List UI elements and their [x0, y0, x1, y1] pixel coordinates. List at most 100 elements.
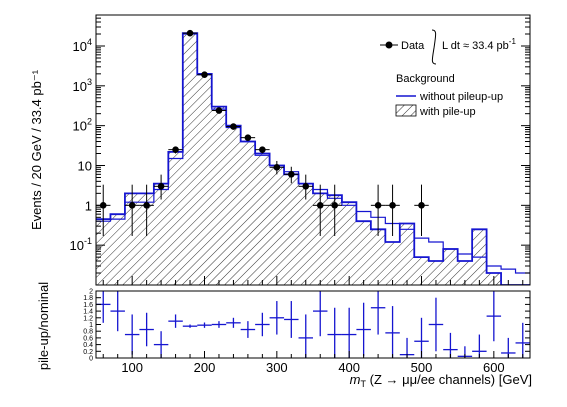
- ratio-point: [428, 297, 444, 352]
- ratio-point: [226, 317, 241, 328]
- ratio-point: [370, 291, 386, 335]
- data-point: [327, 184, 342, 236]
- data-point: [153, 174, 169, 200]
- ratio-point: [110, 291, 125, 332]
- ratio-point: [255, 312, 270, 337]
- ratio-point: [240, 321, 256, 338]
- data-point: [240, 134, 256, 141]
- data-point: [139, 184, 154, 236]
- ratio-point: [327, 307, 342, 358]
- x-tick-label: 600: [483, 360, 505, 375]
- data-point: [370, 184, 386, 236]
- main-y-axis-label: Events / 20 GeV / 33.4 pb⁻¹: [29, 69, 44, 230]
- ratio-point: [182, 324, 198, 328]
- main-y-tick-label: 1: [85, 198, 92, 213]
- legend-data-marker: [385, 41, 393, 49]
- legend-line-label: without pileup-up: [419, 91, 503, 103]
- main-y-tick-label: 104: [73, 37, 92, 54]
- ratio-point: [168, 314, 183, 328]
- ratio-x-ticks: 100 200 300 400 500 600: [102, 351, 524, 375]
- data-point-marker: [273, 164, 281, 171]
- data-points: [96, 29, 429, 236]
- main-y-tick-label: 10: [78, 158, 92, 173]
- ratio-point: [443, 332, 458, 358]
- ratio-y-axis-label: pile-up/nominal: [36, 282, 51, 370]
- data-point-marker: [230, 123, 237, 130]
- without-pileup-line: [96, 33, 530, 274]
- ratio-y-tick-label: 1.2: [83, 315, 93, 322]
- ratio-point: [211, 321, 227, 328]
- data-point-marker: [215, 107, 223, 114]
- data-point-marker: [201, 71, 208, 79]
- legend-lumi-label: L dt ≈ 33.4 pb-1: [442, 37, 516, 52]
- x-tick-label: 500: [411, 360, 433, 375]
- data-point: [284, 166, 299, 184]
- data-point-marker: [244, 134, 252, 141]
- ratio-point: [356, 302, 371, 357]
- data-point: [197, 71, 212, 79]
- ratio-point: [501, 337, 516, 358]
- ratio-point: [139, 312, 154, 347]
- x-tick-label: 400: [338, 360, 360, 375]
- ratio-y-tick-label: 0.4: [83, 342, 93, 349]
- ratio-y-tick-label: 1: [89, 322, 93, 329]
- data-point-marker: [418, 202, 425, 209]
- data-point: [269, 160, 285, 175]
- ratio-point: [284, 301, 299, 338]
- main-y-tick-label: 102: [73, 117, 92, 134]
- main-x-ticks: [102, 276, 524, 285]
- data-point: [124, 184, 140, 236]
- x-tick-label: 300: [266, 360, 288, 375]
- without-pileup-histogram: [96, 33, 530, 274]
- data-point: [211, 107, 227, 114]
- ratio-point: [486, 291, 502, 342]
- ratio-point: [472, 334, 487, 358]
- data-point-marker: [316, 202, 324, 209]
- data-point: [313, 184, 328, 236]
- data-point: [182, 29, 198, 37]
- data-point-marker: [259, 146, 266, 153]
- ratio-points: [96, 291, 530, 358]
- with-pile-up-fill: [96, 33, 530, 285]
- legend-hatched-swatch: [395, 104, 417, 117]
- data-point-marker: [143, 202, 150, 209]
- legend-data-label: Data: [401, 40, 425, 52]
- main-y-tick-label: 103: [73, 77, 92, 94]
- data-point-marker: [288, 171, 295, 178]
- ratio-point: [197, 322, 212, 328]
- ratio-y-ticks: 00.20.40.60.811.21.41.61.82: [83, 289, 530, 363]
- data-point: [168, 146, 183, 154]
- data-point-marker: [331, 202, 339, 209]
- data-point-marker: [128, 202, 136, 209]
- ratio-point: [269, 301, 285, 335]
- x-tick-label: 100: [121, 360, 143, 375]
- data-point-marker: [302, 183, 310, 190]
- ratio-y-tick-label: 2: [89, 289, 93, 296]
- ratio-y-tick-label: 1.4: [83, 309, 93, 316]
- ratio-plot: 00.20.40.60.811.21.41.61.82 100 200 300 400…: [36, 282, 532, 389]
- integral-sign: [431, 29, 437, 65]
- ratio-point: [124, 314, 140, 355]
- ratio-y-tick-label: 0: [89, 356, 93, 363]
- data-point-marker: [389, 202, 396, 209]
- ratio-point: [313, 291, 328, 337]
- data-point: [414, 184, 429, 236]
- data-point-marker: [186, 29, 194, 37]
- ratio-y-tick-label: 1.6: [83, 302, 93, 309]
- ratio-y-tick-label: 0.6: [83, 335, 93, 342]
- ratio-point: [153, 331, 169, 358]
- main-y-ticks: 10-1 1 10 102 103 104: [70, 14, 530, 286]
- data-point-marker: [157, 183, 165, 190]
- data-point-marker: [172, 146, 179, 153]
- with-pile-up-histogram: [96, 32, 530, 285]
- main-y-tick-label: 10-1: [70, 236, 92, 253]
- ratio-y-tick-label: 0.2: [83, 349, 93, 356]
- main-plot-frame: [95, 14, 531, 286]
- data-point: [385, 184, 400, 236]
- data-point: [226, 123, 241, 130]
- x-tick-label: 200: [194, 360, 216, 375]
- legend-background-title: Background: [396, 73, 455, 85]
- ratio-point: [385, 306, 400, 358]
- data-point: [255, 146, 270, 154]
